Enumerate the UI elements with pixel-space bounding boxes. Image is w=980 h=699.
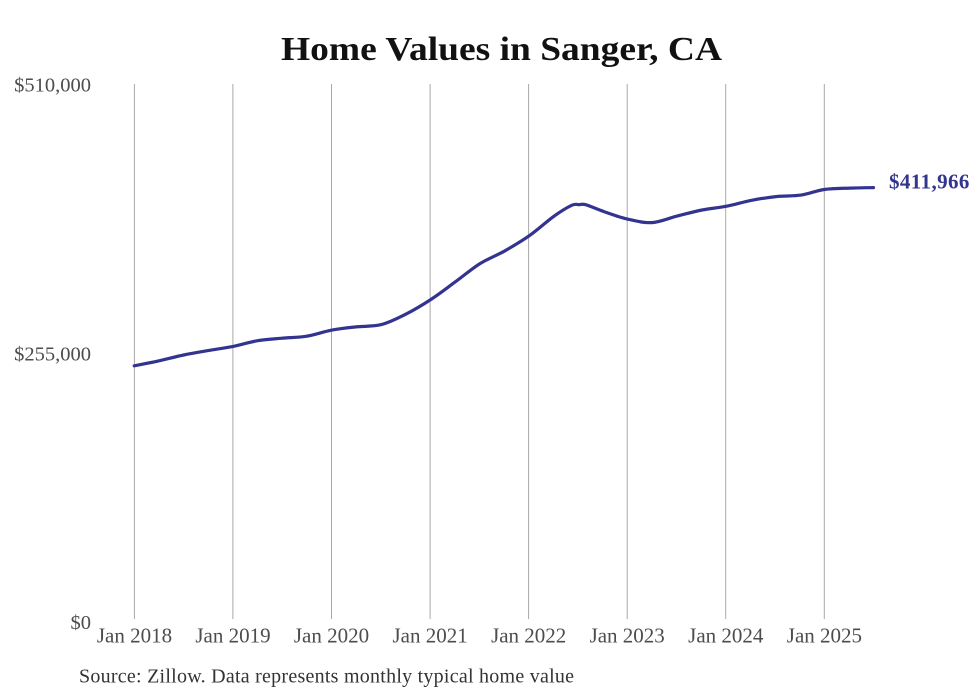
svg-text:Jan 2018: Jan 2018 — [97, 624, 172, 648]
svg-text:Jan 2020: Jan 2020 — [294, 624, 369, 648]
svg-text:Jan 2023: Jan 2023 — [590, 624, 665, 648]
svg-text:$255,000: $255,000 — [14, 344, 91, 366]
svg-text:Home Values in Sanger, CA: Home Values in Sanger, CA — [281, 30, 722, 68]
svg-text:Jan 2025: Jan 2025 — [787, 624, 862, 648]
svg-text:Jan 2022: Jan 2022 — [491, 624, 566, 648]
svg-text:$411,966: $411,966 — [889, 169, 970, 193]
svg-text:$510,000: $510,000 — [14, 75, 91, 97]
svg-text:Jan 2021: Jan 2021 — [392, 624, 467, 648]
svg-text:Source: Zillow. Data represent: Source: Zillow. Data represents monthly … — [79, 666, 574, 688]
svg-text:$0: $0 — [71, 612, 92, 634]
svg-text:Jan 2019: Jan 2019 — [195, 624, 270, 648]
svg-text:Jan 2024: Jan 2024 — [688, 624, 764, 648]
